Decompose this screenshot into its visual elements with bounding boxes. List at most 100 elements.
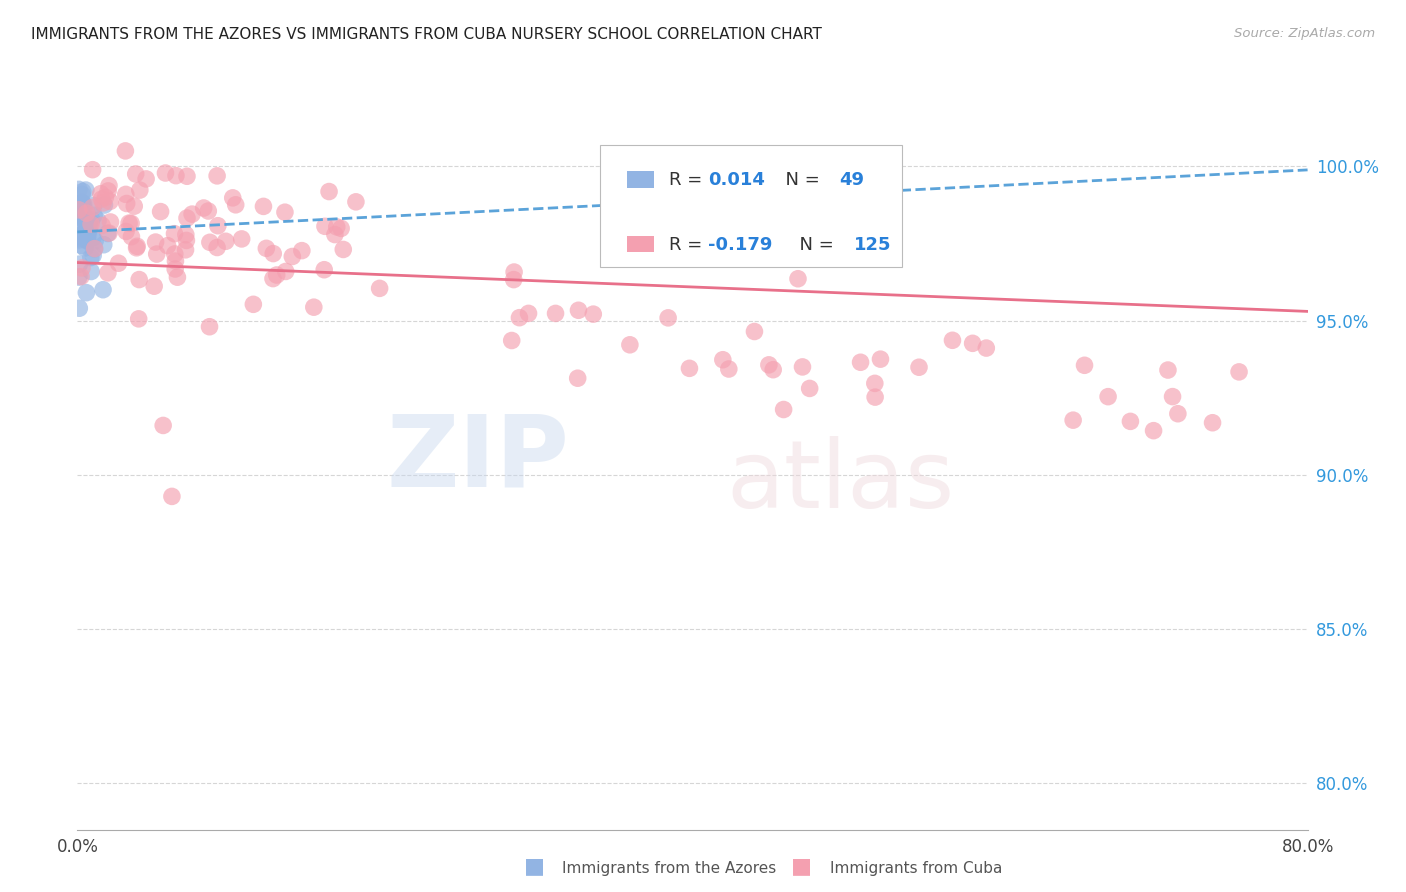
- Text: R =: R =: [669, 171, 709, 189]
- Point: [762, 362, 785, 376]
- Point: [97, 227, 120, 241]
- Point: [97, 266, 120, 280]
- Point: [165, 262, 187, 277]
- Point: [160, 490, 183, 504]
- Point: [83, 242, 105, 256]
- Point: [75, 183, 97, 197]
- Point: [711, 352, 734, 367]
- Point: [114, 144, 136, 158]
- Point: [165, 169, 187, 183]
- Text: IMMIGRANTS FROM THE AZORES VS IMMIGRANTS FROM CUBA NURSERY SCHOOL CORRELATION CH: IMMIGRANTS FROM THE AZORES VS IMMIGRANTS…: [31, 27, 821, 42]
- Point: [80, 217, 103, 231]
- Point: [82, 248, 104, 262]
- Point: [787, 271, 810, 285]
- Point: [83, 198, 105, 212]
- Point: [318, 185, 340, 199]
- Point: [503, 265, 526, 279]
- Point: [77, 214, 100, 228]
- Point: [772, 402, 794, 417]
- Point: [163, 227, 186, 241]
- Point: [1142, 424, 1164, 438]
- Point: [70, 212, 93, 227]
- Text: 0.014: 0.014: [709, 171, 765, 189]
- Point: [79, 219, 101, 233]
- Point: [73, 212, 96, 227]
- Point: [98, 178, 121, 193]
- Point: [156, 238, 179, 252]
- Point: [941, 333, 963, 347]
- Point: [302, 300, 325, 314]
- Point: [143, 279, 166, 293]
- Point: [149, 204, 172, 219]
- Point: [717, 362, 740, 376]
- Point: [274, 264, 297, 278]
- Point: [145, 247, 167, 261]
- Point: [205, 240, 228, 254]
- Point: [83, 242, 105, 256]
- Point: [70, 187, 93, 202]
- Point: [120, 229, 142, 244]
- Point: [344, 194, 367, 209]
- Point: [70, 269, 93, 284]
- Point: [758, 358, 780, 372]
- Point: [314, 219, 336, 234]
- Point: [231, 232, 253, 246]
- Point: [91, 195, 114, 210]
- Point: [908, 360, 931, 375]
- Point: [863, 390, 886, 404]
- Point: [67, 230, 90, 244]
- Point: [94, 190, 117, 204]
- Point: [125, 167, 148, 181]
- Text: atlas: atlas: [725, 435, 955, 527]
- Point: [122, 199, 145, 213]
- Point: [792, 359, 814, 374]
- Point: [215, 235, 238, 249]
- FancyBboxPatch shape: [600, 145, 901, 267]
- Point: [80, 264, 103, 278]
- Point: [84, 234, 107, 248]
- Point: [67, 228, 90, 243]
- Text: 125: 125: [853, 235, 891, 253]
- Point: [67, 233, 90, 247]
- Point: [744, 325, 766, 339]
- Point: [73, 241, 96, 255]
- Point: [197, 204, 219, 219]
- Point: [974, 341, 997, 355]
- Point: [70, 260, 93, 275]
- Point: [72, 213, 94, 227]
- Point: [368, 281, 391, 295]
- Text: N =: N =: [773, 171, 825, 189]
- Point: [67, 182, 90, 196]
- Text: N =: N =: [789, 235, 839, 253]
- Point: [508, 310, 530, 325]
- Point: [115, 224, 138, 238]
- Point: [1073, 359, 1095, 373]
- Point: [70, 219, 93, 233]
- Point: [118, 216, 141, 230]
- Point: [76, 212, 98, 227]
- Point: [332, 243, 354, 257]
- Point: [291, 244, 314, 258]
- Text: Immigrants from the Azores: Immigrants from the Azores: [562, 861, 776, 876]
- Point: [166, 270, 188, 285]
- FancyBboxPatch shape: [627, 235, 654, 252]
- Point: [93, 198, 115, 212]
- Point: [76, 222, 98, 236]
- Point: [98, 194, 121, 209]
- Point: [128, 311, 150, 326]
- Point: [120, 216, 142, 230]
- Point: [97, 184, 120, 198]
- Point: [330, 221, 353, 235]
- Point: [502, 272, 524, 286]
- Point: [82, 162, 104, 177]
- Point: [80, 251, 103, 265]
- Point: [1201, 416, 1223, 430]
- Point: [1167, 407, 1189, 421]
- Point: [544, 306, 567, 320]
- Point: [67, 257, 90, 271]
- Point: [1097, 390, 1119, 404]
- Point: [207, 219, 229, 233]
- Point: [262, 246, 284, 260]
- Point: [174, 227, 197, 242]
- Point: [501, 334, 523, 348]
